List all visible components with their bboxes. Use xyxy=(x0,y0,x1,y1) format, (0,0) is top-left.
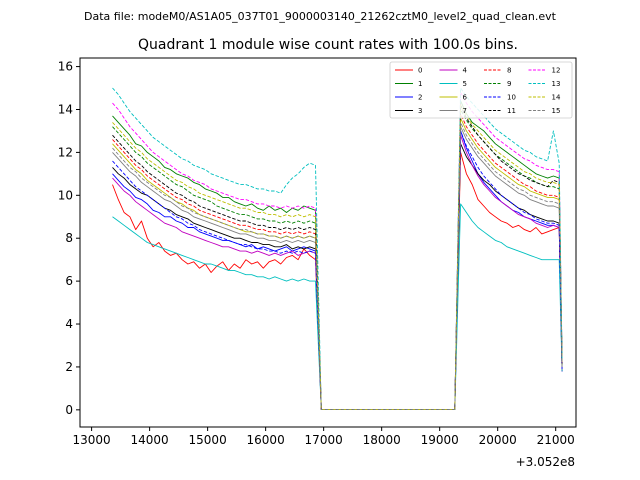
x-tick-label: 15000 xyxy=(189,433,227,447)
series-line-12 xyxy=(112,91,563,410)
x-tick-label: 18000 xyxy=(363,433,401,447)
legend-label-6: 6 xyxy=(463,94,468,102)
legend-label-8: 8 xyxy=(507,67,511,75)
series-line-4 xyxy=(112,134,563,410)
plot-frame xyxy=(79,57,577,428)
y-tick-label: 0 xyxy=(65,403,73,417)
x-tick-label: 16000 xyxy=(247,433,285,447)
legend-label-3: 3 xyxy=(418,107,422,115)
y-tick-label: 2 xyxy=(65,360,73,374)
y-tick-label: 8 xyxy=(65,231,73,245)
y-tick-label: 14 xyxy=(58,102,73,116)
x-tick-label: 20000 xyxy=(479,433,517,447)
y-tick-label: 16 xyxy=(58,60,73,74)
legend-label-1: 1 xyxy=(418,80,422,88)
legend-label-7: 7 xyxy=(463,107,467,115)
legend-label-14: 14 xyxy=(552,94,561,102)
x-offset-label: +3.052e8 xyxy=(516,455,575,469)
legend-label-13: 13 xyxy=(552,80,561,88)
series-line-5 xyxy=(112,203,563,410)
legend-label-10: 10 xyxy=(507,94,516,102)
legend-label-5: 5 xyxy=(463,80,467,88)
series-line-7 xyxy=(112,126,563,410)
legend-label-15: 15 xyxy=(552,107,561,115)
legend-label-0: 0 xyxy=(418,67,422,75)
series-line-0 xyxy=(112,151,563,410)
legend-label-11: 11 xyxy=(507,107,516,115)
legend-label-2: 2 xyxy=(418,94,422,102)
y-tick-label: 12 xyxy=(58,145,73,159)
x-tick-label: 13000 xyxy=(73,433,111,447)
legend-label-9: 9 xyxy=(507,80,511,88)
x-tick-label: 17000 xyxy=(305,433,343,447)
y-tick-label: 10 xyxy=(58,188,73,202)
series-line-6 xyxy=(112,117,563,410)
series-line-14 xyxy=(112,104,563,410)
legend-label-4: 4 xyxy=(463,67,468,75)
y-tick-label: 4 xyxy=(65,317,73,331)
series-line-11 xyxy=(112,104,563,410)
series-line-8 xyxy=(112,113,563,410)
axes: 13000 14000 15000 16000 17000 18000 19000 20000… xyxy=(58,60,575,447)
x-tick-label: 21000 xyxy=(537,433,575,447)
series-line-1 xyxy=(112,100,563,410)
series-line-15 xyxy=(112,121,563,410)
x-tick-label: 19000 xyxy=(421,433,459,447)
plot-lines xyxy=(112,87,563,410)
series-line-9 xyxy=(112,109,563,410)
series-line-10 xyxy=(112,130,563,410)
series-line-13 xyxy=(112,87,563,410)
legend-label-12: 12 xyxy=(552,67,561,75)
series-line-3 xyxy=(112,143,563,410)
data-file-label: Data file: modeM0/AS1A05_037T01_90000031… xyxy=(84,10,557,23)
chart-title: Quadrant 1 module wise count rates with … xyxy=(138,37,518,53)
x-tick-label: 14000 xyxy=(131,433,169,447)
legend-box xyxy=(389,61,573,119)
y-tick-label: 6 xyxy=(65,274,73,288)
